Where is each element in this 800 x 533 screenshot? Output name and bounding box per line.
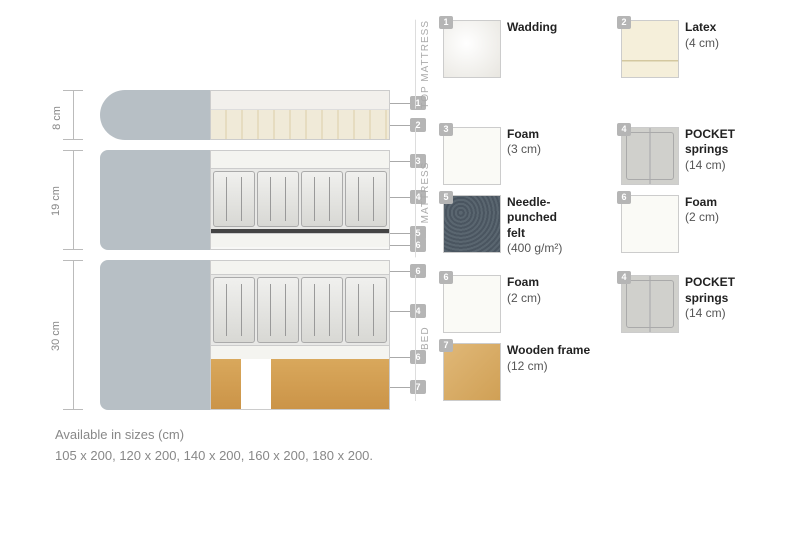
layer-wooden-frame <box>211 359 389 409</box>
legend-item-text: Latex(4 cm) <box>685 20 719 51</box>
legend-item: 5Needle-punchedfelt(400 g/m²) <box>443 195 607 257</box>
layer-foam <box>211 345 389 359</box>
legend-item-text: Wooden frame(12 cm) <box>507 343 590 374</box>
legend-group-label: BED <box>415 275 435 401</box>
dim-mid: 19 cm <box>50 186 62 216</box>
legend-item: 3Foam(3 cm) <box>443 127 607 185</box>
legend-item-text: Foam(2 cm) <box>685 195 719 226</box>
legend-number-badge: 5 <box>439 191 453 204</box>
legend-item: 4POCKETsprings(14 cm) <box>621 275 785 333</box>
legend-number-badge: 1 <box>439 16 453 29</box>
legend-item: 7Wooden frame(12 cm) <box>443 343 607 401</box>
section-bed: 6467 <box>100 260 390 410</box>
legend-item: 2Latex(4 cm) <box>621 20 785 109</box>
cover-fabric <box>100 90 220 140</box>
legend-number-badge: 3 <box>439 123 453 136</box>
legend-item: 6Foam(2 cm) <box>621 195 785 257</box>
sizes-list: 105 x 200, 120 x 200, 140 x 200, 160 x 2… <box>55 446 373 467</box>
layer-foam <box>211 151 389 169</box>
cross-section-diagram: 8 cm 19 cm 30 cm 12 <box>15 20 395 419</box>
legend-item-text: Foam(2 cm) <box>507 275 541 306</box>
section-mattress: 3456 <box>100 150 390 250</box>
legend-group: MATTRESS 3Foam(3 cm)4POCKETsprings(14 cm)… <box>415 127 785 257</box>
legend-number-badge: 6 <box>439 271 453 284</box>
legend-number-badge: 4 <box>617 123 631 136</box>
legend-number-badge: 4 <box>617 271 631 284</box>
legend-number-badge: 7 <box>439 339 453 352</box>
sizes-label: Available in sizes (cm) <box>55 425 373 446</box>
legend-group: BED6Foam(2 cm)4POCKETsprings(14 cm)7Wood… <box>415 275 785 401</box>
cover-fabric <box>100 260 220 410</box>
layer-wadding <box>211 91 389 110</box>
legend-item: 6Foam(2 cm) <box>443 275 607 333</box>
cover-fabric <box>100 150 220 250</box>
legend-item: 1Wadding <box>443 20 607 109</box>
legend-number-badge: 2 <box>617 16 631 29</box>
legend-item-text: POCKETsprings(14 cm) <box>685 275 735 322</box>
legend-item-text: Wadding <box>507 20 557 36</box>
dim-bot: 30 cm <box>50 321 62 351</box>
legend-item-text: Needle-punchedfelt(400 g/m²) <box>507 195 562 257</box>
layer-latex <box>211 110 389 139</box>
layer-pocket-springs <box>211 169 389 229</box>
sizes-footer: Available in sizes (cm) 105 x 200, 120 x… <box>55 425 373 467</box>
layer-foam <box>211 261 389 275</box>
legend-group: TOP MATTRESS 1Wadding2Latex(4 cm) <box>415 20 785 109</box>
layer-foam <box>211 233 389 247</box>
legend-group-label: MATTRESS <box>415 127 435 257</box>
legend-item-text: POCKETsprings(14 cm) <box>685 127 735 174</box>
section-top-mattress: 12 <box>100 90 390 140</box>
legend-number-badge: 6 <box>617 191 631 204</box>
dim-top: 8 cm <box>51 106 63 130</box>
legend-group-label: TOP MATTRESS <box>415 20 435 109</box>
legend-item: 4POCKETsprings(14 cm) <box>621 127 785 185</box>
layer-pocket-springs <box>211 275 389 345</box>
legend-item-text: Foam(3 cm) <box>507 127 541 158</box>
legend: TOP MATTRESS 1Wadding2Latex(4 cm) MATTRESS… <box>415 20 785 419</box>
